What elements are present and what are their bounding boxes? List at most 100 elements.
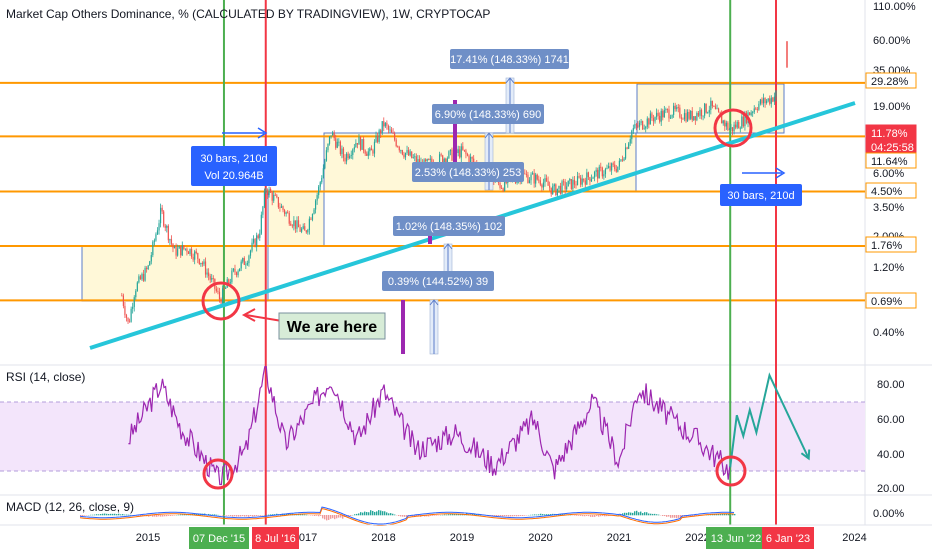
candle-body [260,214,262,234]
candle-body [403,154,405,158]
macd-histogram-bar [234,515,236,517]
price-axis[interactable]: 110.00%60.00%35.00%19.00%11.00%6.00%3.50… [873,1,916,339]
candle-body [601,167,603,177]
macd-histogram-bar [446,514,448,516]
candle-body [473,158,475,163]
macd-histogram-bar [716,513,718,516]
rsi-highlight-circle[interactable] [715,455,747,487]
candle-body [570,179,572,190]
rsi-axis-tick: 20.00 [877,483,905,495]
rsi-line[interactable] [128,366,731,486]
highlight-circle[interactable] [201,281,241,321]
time-axis-year: 2018 [371,532,395,544]
macd-histogram-bar [222,515,224,516]
candlestick-series[interactable] [121,41,788,325]
macd-histogram-bar [514,515,516,517]
candle-body [397,146,399,148]
macd-histogram-bar [248,515,250,517]
candle-body [125,315,128,318]
candle-body [614,164,616,170]
measure-label[interactable]: 2.53% (148.33%) 253 [412,162,524,182]
macd-histogram-bar [386,512,388,516]
measure-label[interactable]: 17.41% (148.33%) 1741 [450,49,569,69]
macd-histogram-bar [602,515,604,517]
macd-histogram-bar [112,513,114,516]
macd-histogram-bar [524,515,526,516]
macd-histogram-bar [180,514,182,516]
macd-histogram-bar [414,515,416,517]
candle-body [301,228,303,232]
macd-histogram-bar [116,514,118,516]
candle-body [631,130,633,140]
bars-range-arrowhead-left [257,127,268,139]
candle-body [502,188,504,191]
candle-body [688,111,690,119]
macd-histogram-bar [306,514,308,516]
bars-range-volume: Vol 20.964B [204,170,263,182]
rsi-highlight-circle[interactable] [202,458,234,490]
macd-histogram-bar [108,513,110,516]
we-are-here-callout[interactable]: We are here [278,312,386,340]
candle-body [652,118,655,122]
macd-histogram-bar [338,515,340,518]
bars-range-label-right[interactable]: 30 bars, 210d [720,184,802,206]
range-box-2015[interactable] [81,245,269,302]
candle-body [555,184,557,196]
candle-body [383,121,385,127]
macd-series[interactable] [79,506,736,526]
macd-histogram-bar [196,513,198,516]
time-marker-label: 07 Dec '15 [193,533,245,545]
pointer-arrowhead [241,308,256,322]
macd-histogram-bar [512,515,514,517]
candle-body [618,160,620,167]
candle-body [693,116,695,121]
candle-body [759,99,762,104]
highlight-circle[interactable] [713,108,753,148]
candle-body [395,139,397,147]
measure-label[interactable]: 1.02% (148.35%) 102 [393,216,505,236]
macd-histogram-bar [530,514,532,516]
candle-body [637,125,639,127]
price-axis-tick: 3.50% [873,202,904,214]
candle-body [722,120,724,124]
macd-histogram-bar [374,511,376,516]
measure-label[interactable]: 6.90% (148.33%) 690 [432,104,544,124]
candle-body [220,299,222,304]
candle-body [414,156,416,158]
macd-histogram-bar [692,515,694,517]
candle-body [200,262,202,265]
candle-body [552,186,554,195]
macd-histogram-bar [312,515,314,516]
candle-body [327,143,329,151]
candle-body [677,107,679,109]
candle-body [318,186,320,196]
candle-body [584,180,586,185]
candle-body [558,185,560,189]
candle-body [564,181,566,190]
measure-label[interactable]: 0.39% (144.52%) 39 [382,271,494,291]
macd-histogram-bar [250,515,252,516]
candle-body [282,206,284,210]
rsi-axis[interactable]: 80.00 60.00 40.00 20.00 [877,379,905,495]
candle-body [525,174,527,175]
candle-body [177,248,179,256]
range-box-2016[interactable] [267,190,325,247]
candle-body [697,112,700,116]
candle-body [330,135,332,137]
candle-body [772,97,774,102]
candle-body [141,274,143,280]
candle-body [146,267,148,270]
candle-body [279,207,281,209]
macd-histogram-bar [382,511,384,516]
macd-histogram-bar [720,513,722,516]
macd-signal-line [79,508,735,526]
measure-label-text: 2.53% (148.33%) 253 [415,167,521,179]
candle-body [206,272,208,275]
rsi-projection-line[interactable] [729,372,810,468]
bars-range-label-left[interactable]: 30 bars, 210d Vol 20.964B [191,146,277,186]
candle-body [130,308,132,322]
macd-histogram-bar [734,513,736,516]
candle-body [767,98,769,101]
candle-body [462,146,464,150]
